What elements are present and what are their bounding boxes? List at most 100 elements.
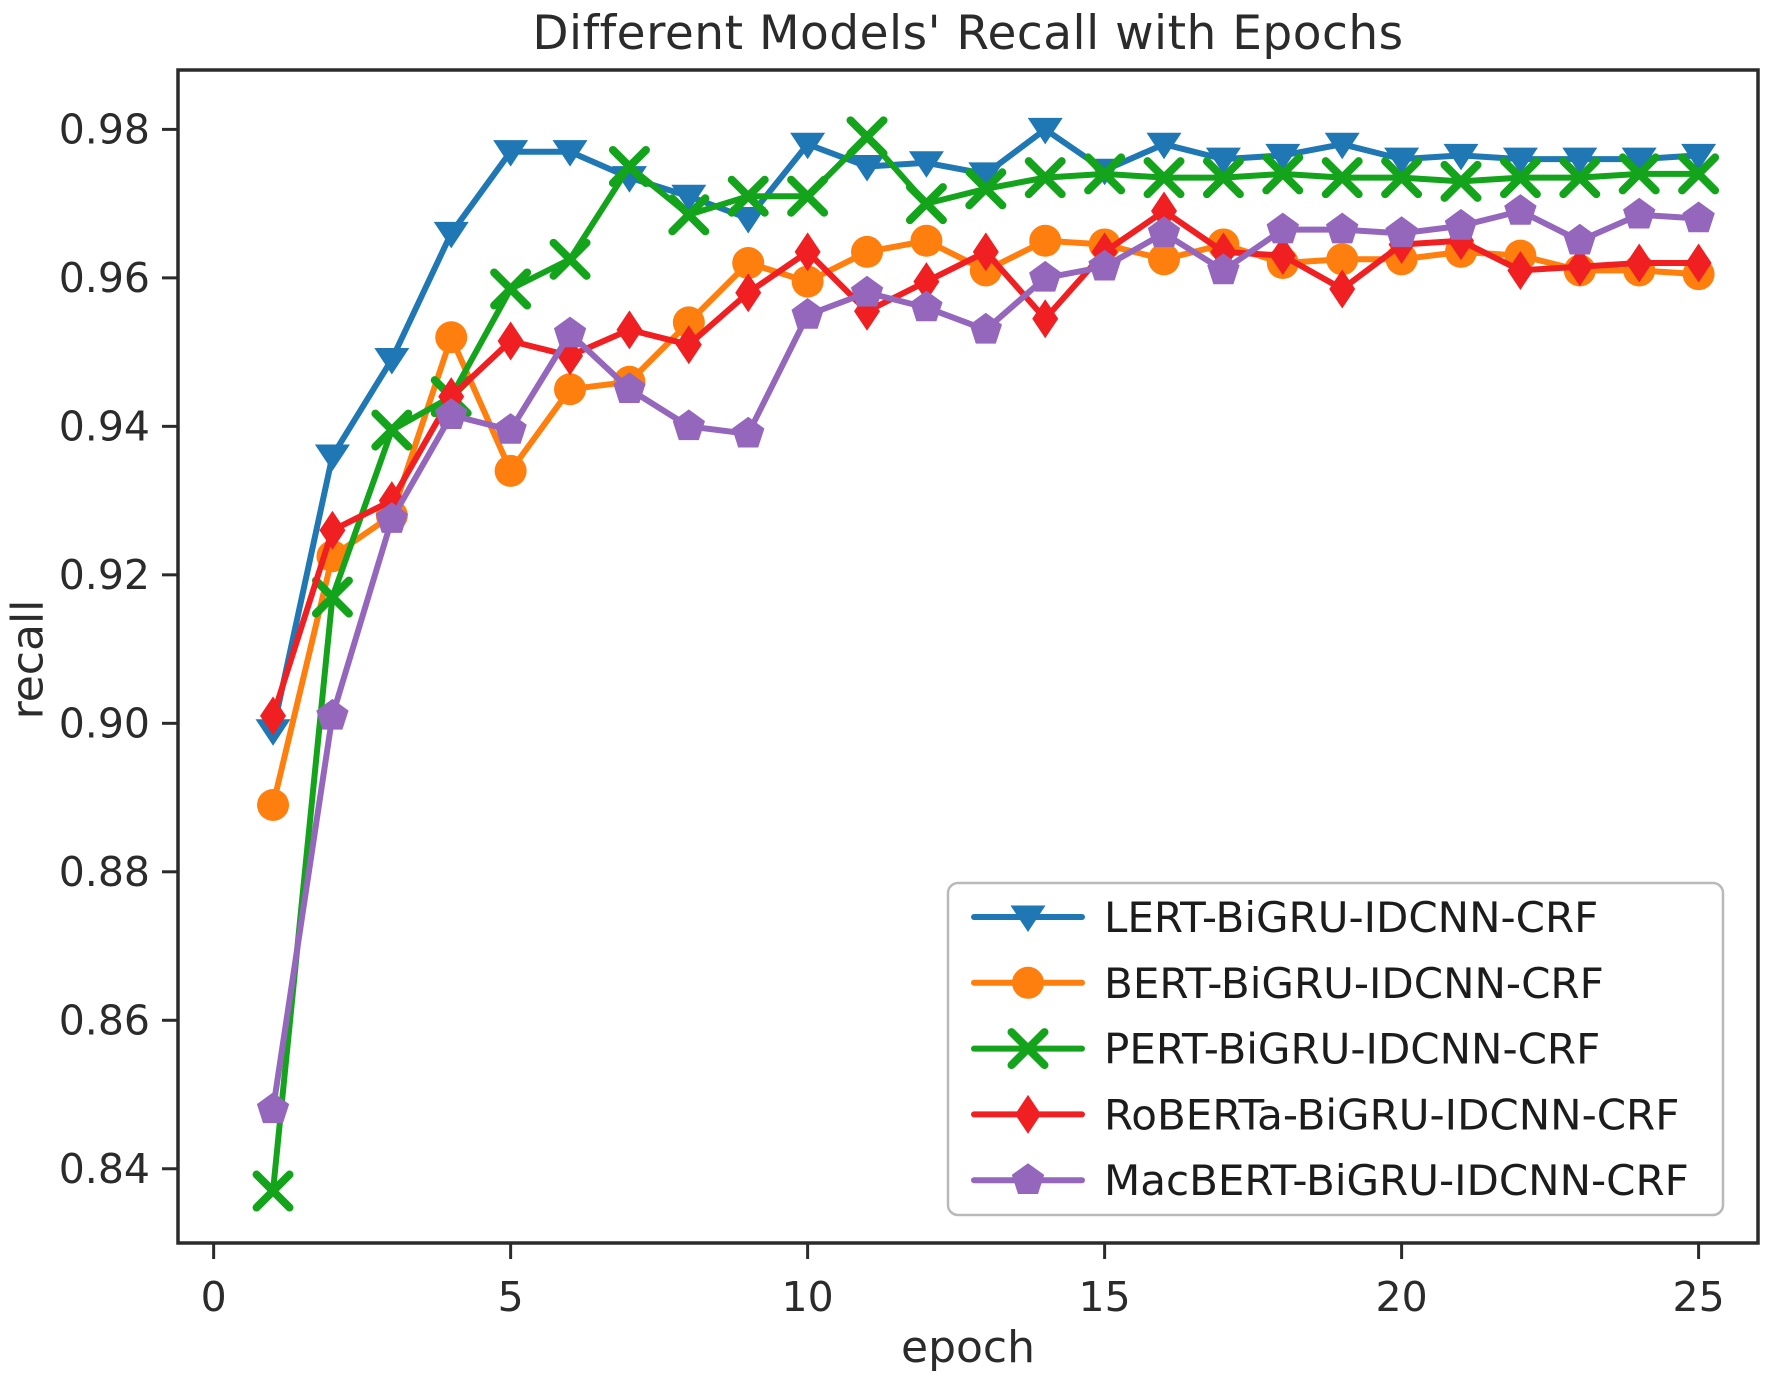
triangle-down-marker-icon xyxy=(671,184,707,212)
diamond-marker-icon xyxy=(735,273,762,313)
triangle-down-marker-icon xyxy=(1621,147,1657,175)
y-tick-label: 0.88 xyxy=(59,848,150,896)
diamond-marker-icon xyxy=(260,696,287,736)
x-marker-icon xyxy=(1262,153,1304,195)
series-PERT-BiGRU-IDCNN-CRF xyxy=(252,116,1720,1212)
legend-circle-icon xyxy=(1012,966,1044,999)
series-MacBERT-BiGRU-IDCNN-CRF xyxy=(256,194,1715,1124)
legend-x-icon xyxy=(1007,1028,1049,1070)
circle-marker-icon xyxy=(732,247,765,280)
diamond-marker-icon xyxy=(1685,243,1712,283)
x-tick-label: 0 xyxy=(201,1273,227,1321)
x-marker-icon xyxy=(1440,160,1482,202)
x-marker-icon xyxy=(1618,153,1660,195)
pentagon-marker-icon xyxy=(1623,197,1656,229)
pentagon-marker-icon xyxy=(316,698,349,730)
circle-marker-icon xyxy=(257,788,290,821)
x-tick-label: 20 xyxy=(1376,1273,1428,1321)
triangle-down-marker-icon xyxy=(908,151,944,178)
pentagon-marker-icon xyxy=(494,413,527,444)
triangle-down-marker-icon xyxy=(1681,143,1717,171)
y-tick-label: 0.90 xyxy=(59,699,150,747)
triangle-down-marker-icon xyxy=(1443,143,1479,171)
circle-marker-icon xyxy=(1326,243,1359,276)
x-axis-label: epoch xyxy=(901,1322,1035,1373)
diamond-marker-icon xyxy=(616,310,643,350)
pentagon-marker-icon xyxy=(1504,194,1537,225)
pentagon-marker-icon xyxy=(375,502,408,533)
pentagon-marker-icon xyxy=(672,409,705,441)
y-tick-label: 0.94 xyxy=(59,402,150,450)
x-marker-icon xyxy=(371,409,413,451)
diamond-marker-icon xyxy=(913,262,940,302)
x-marker-icon xyxy=(252,1170,294,1212)
x-tick-label: 25 xyxy=(1673,1273,1725,1321)
x-marker-icon xyxy=(1202,157,1244,199)
pentagon-marker-icon xyxy=(1011,1163,1045,1194)
triangle-down-marker-icon xyxy=(552,140,588,167)
chart-title: Different Models' Recall with Epochs xyxy=(532,6,1404,61)
diamond-marker-icon xyxy=(1566,247,1593,287)
triangle-down-marker-icon xyxy=(1027,117,1063,145)
y-tick-label: 0.84 xyxy=(59,1145,150,1193)
x-marker-icon xyxy=(787,175,829,217)
x-marker-icon xyxy=(1381,157,1423,199)
circle-marker-icon xyxy=(435,321,468,354)
pentagon-marker-icon xyxy=(1444,208,1478,240)
x-marker-icon xyxy=(490,268,532,310)
x-tick-label: 5 xyxy=(498,1273,524,1321)
pentagon-marker-icon xyxy=(910,290,943,322)
x-marker-icon xyxy=(1678,153,1720,195)
legend-item-label: RoBERTa-BiGRU-IDCNN-CRF xyxy=(1104,1090,1679,1139)
legend-item-label: BERT-BiGRU-IDCNN-CRF xyxy=(1104,959,1604,1008)
triangle-down-marker-icon xyxy=(1384,147,1420,175)
pentagon-marker-icon xyxy=(1207,253,1240,285)
pentagon-marker-icon xyxy=(1682,201,1715,233)
diamond-marker-icon xyxy=(1151,191,1178,231)
pentagon-marker-icon xyxy=(1029,260,1062,292)
triangle-down-marker-icon xyxy=(374,348,410,375)
x-marker-icon xyxy=(1143,157,1185,199)
circle-marker-icon xyxy=(672,306,705,339)
pentagon-marker-icon xyxy=(969,312,1002,344)
diamond-marker-icon xyxy=(319,510,346,550)
pentagon-marker-icon xyxy=(1147,216,1181,248)
circle-marker-icon xyxy=(1148,243,1181,276)
pentagon-marker-icon xyxy=(553,316,587,348)
pentagon-marker-icon xyxy=(850,275,884,307)
y-tick-label: 0.96 xyxy=(59,254,150,302)
x-marker-icon xyxy=(1559,157,1601,199)
plot-frame xyxy=(176,68,1760,1245)
x-marker-icon xyxy=(965,168,1007,210)
triangle-down-marker-icon xyxy=(493,140,529,167)
diamond-marker-icon xyxy=(1015,1094,1041,1134)
x-marker-icon xyxy=(1499,157,1541,199)
series-line xyxy=(270,208,1702,719)
triangle-down-marker-icon xyxy=(1205,147,1241,175)
pentagon-marker-icon xyxy=(1563,223,1596,255)
diamond-marker-icon xyxy=(675,325,702,365)
pentagon-marker-icon xyxy=(256,1092,290,1124)
diamond-marker-icon xyxy=(794,232,821,272)
pentagon-marker-icon xyxy=(435,398,468,429)
pentagon-marker-icon xyxy=(732,416,765,448)
pentagon-marker-icon xyxy=(1266,212,1299,244)
legend-triangle-down-icon xyxy=(1010,905,1046,932)
legend-diamond-icon xyxy=(1015,1094,1041,1134)
circle-marker-icon xyxy=(1029,224,1062,257)
triangle-down-marker-icon xyxy=(1324,132,1360,160)
circle-marker-icon xyxy=(1012,966,1044,999)
triangle-down-marker-icon xyxy=(849,155,885,182)
legend-item-label: PERT-BiGRU-IDCNN-CRF xyxy=(1104,1025,1600,1074)
circle-marker-icon xyxy=(851,235,884,268)
circle-marker-icon xyxy=(910,224,943,257)
series-LERT-BiGRU-IDCNN-CRF xyxy=(255,117,1717,746)
legend-box xyxy=(946,881,1725,1217)
x-marker-icon xyxy=(608,146,650,188)
triangle-down-marker-icon xyxy=(730,206,766,234)
triangle-down-marker-icon xyxy=(1146,132,1182,160)
x-marker-icon xyxy=(668,194,710,236)
diamond-marker-icon xyxy=(1329,269,1356,309)
